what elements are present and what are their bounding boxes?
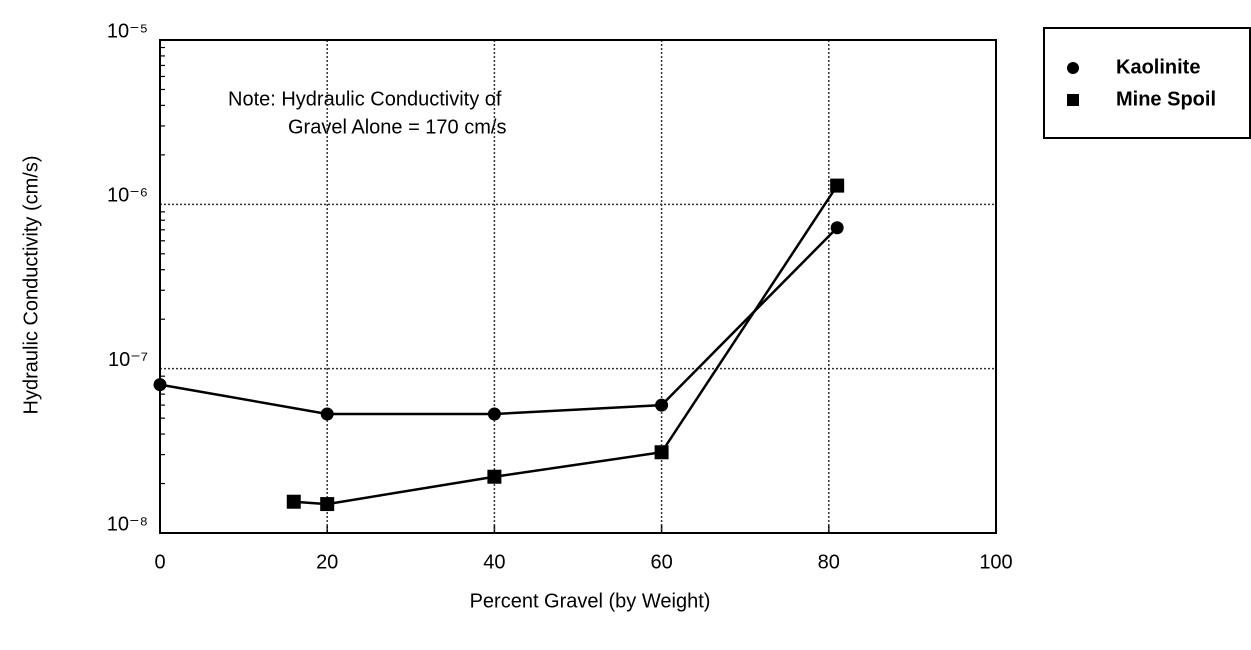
annotation: Note: Hydraulic Conductivity of: [228, 88, 502, 110]
legend-marker: [1067, 94, 1079, 106]
marker: [153, 378, 167, 392]
series-line: [159, 226, 839, 416]
legend-marker: [1067, 62, 1079, 74]
marker: [830, 178, 845, 193]
legend-box: [1043, 27, 1251, 139]
marker: [655, 398, 669, 412]
annotation: Gravel Alone = 170 cm/s: [288, 116, 506, 138]
y-tick-label: 10⁻⁸: [107, 513, 148, 535]
x-tick-label: 40: [483, 551, 505, 573]
x-tick-label: 60: [650, 551, 672, 573]
x-tick-label: 20: [316, 551, 338, 573]
series-line: [293, 184, 839, 506]
y-tick-label: 10⁻⁶: [107, 185, 148, 207]
marker: [286, 494, 301, 509]
y-axis-label: Hydraulic Conductivity (cm/s): [20, 156, 42, 415]
marker: [320, 497, 335, 512]
x-tick-label: 80: [818, 551, 840, 573]
x-tick-label: 0: [154, 551, 165, 573]
plot-frame: [159, 39, 997, 534]
legend-label: Mine Spoil: [1116, 88, 1216, 110]
marker: [830, 221, 844, 235]
marker: [654, 445, 669, 460]
marker: [487, 469, 502, 484]
y-tick-label: 10⁻⁵: [107, 20, 148, 42]
marker: [487, 407, 501, 421]
marker: [320, 407, 334, 421]
y-tick-label: 10⁻⁷: [108, 349, 148, 371]
x-tick-label: 100: [979, 551, 1012, 573]
x-axis-label: Percent Gravel (by Weight): [470, 590, 711, 612]
legend-label: Kaolinite: [1116, 56, 1200, 78]
